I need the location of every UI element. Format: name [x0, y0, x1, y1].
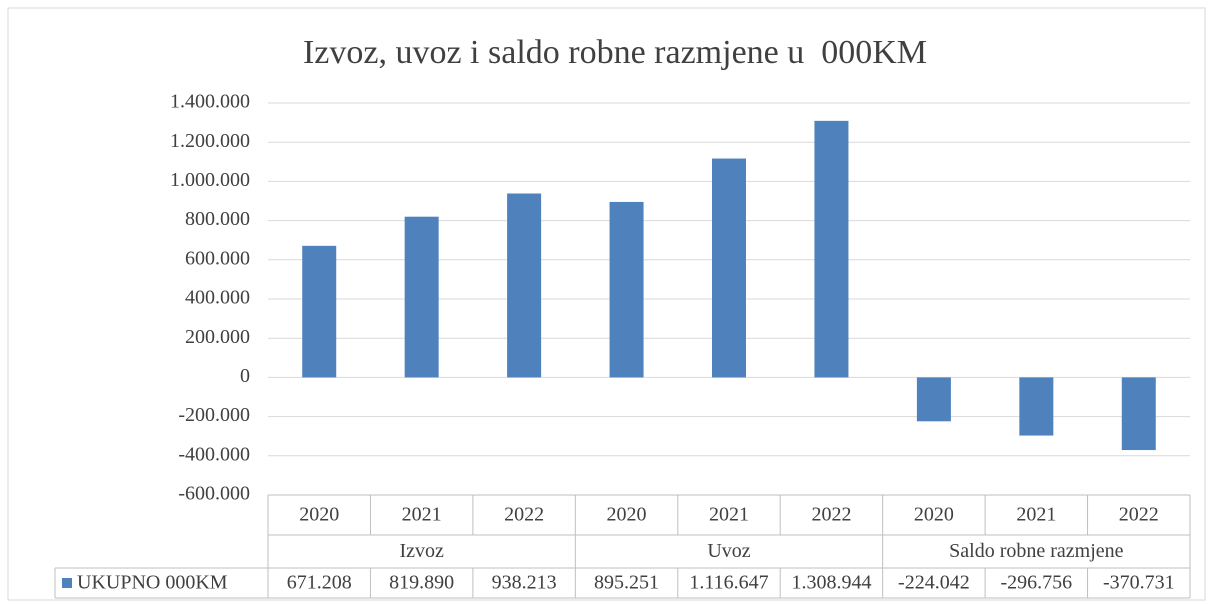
data-table-value: 671.208	[287, 572, 352, 594]
x-tick-label: 2021	[1016, 504, 1056, 526]
bar	[609, 201, 644, 378]
data-table-value: 938.213	[492, 572, 557, 594]
x-tick-label: 2022	[811, 504, 851, 526]
y-tick-label: 800.000	[185, 208, 250, 230]
y-tick-label: 400.000	[185, 287, 250, 309]
chart-border	[7, 7, 1206, 601]
chart-title: Izvoz, uvoz i saldo robne razmjene u 000…	[303, 34, 927, 71]
x-tick-label: 2022	[504, 504, 544, 526]
bar	[712, 158, 746, 378]
data-table-value: 1.308.944	[791, 572, 871, 594]
y-tick-label: 600.000	[185, 247, 250, 269]
y-tick-label: -200.000	[178, 404, 250, 426]
group-label: Izvoz	[399, 540, 444, 562]
bar	[1121, 377, 1156, 451]
bar	[404, 216, 439, 378]
data-table-value: -370.731	[1103, 572, 1175, 594]
data-table-value: -224.042	[898, 572, 970, 594]
data-table-value: -296.756	[1000, 572, 1072, 594]
y-tick-label: 200.000	[185, 326, 250, 348]
bar	[1019, 377, 1054, 436]
bar	[302, 245, 337, 378]
bar	[916, 377, 951, 422]
group-label: Uvoz	[707, 540, 750, 562]
x-tick-label: 2022	[1119, 504, 1159, 526]
y-tick-label: -600.000	[178, 483, 250, 505]
legend-label: UKUPNO 000KM	[77, 572, 228, 594]
data-table-value: 1.116.647	[689, 572, 768, 594]
bar	[814, 120, 849, 378]
x-tick-label: 2021	[402, 504, 442, 526]
legend-swatch	[62, 578, 72, 588]
y-tick-label: -400.000	[178, 443, 250, 465]
y-tick-label: 0	[240, 365, 250, 387]
x-tick-label: 2020	[299, 504, 339, 526]
data-table-value: 895.251	[594, 572, 659, 594]
group-label: Saldo robne razmjene	[949, 540, 1123, 562]
data-table-value: 819.890	[389, 572, 454, 594]
y-tick-label: 1.000.000	[170, 169, 250, 191]
x-tick-label: 2021	[709, 504, 749, 526]
x-tick-label: 2020	[607, 504, 647, 526]
bar	[507, 193, 542, 378]
x-tick-label: 2020	[914, 504, 954, 526]
y-tick-label: 1.400.000	[170, 91, 250, 113]
y-tick-label: 1.200.000	[170, 130, 250, 152]
